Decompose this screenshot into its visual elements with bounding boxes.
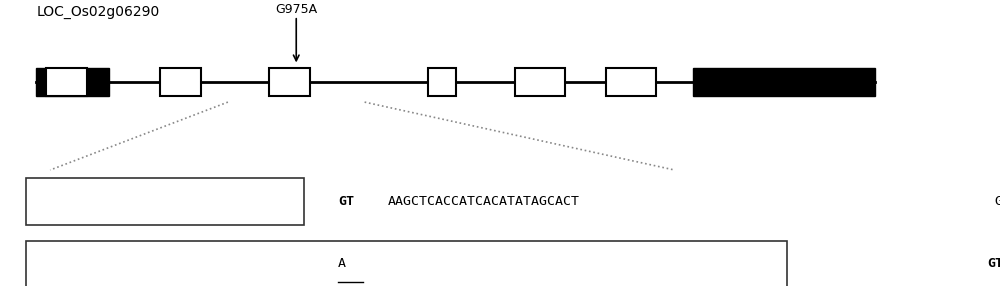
FancyBboxPatch shape [428, 68, 456, 96]
Text: TAAGCTCACCATCACATATAGCACT: TAAGCTCACCATCACATATAGCACT [363, 257, 563, 270]
Text: CACCTGATTGTG: CACCTGATTGTG [38, 257, 134, 270]
Text: CACCTGATTGTG: CACCTGATTGTG [38, 195, 134, 208]
Text: A: A [338, 257, 346, 270]
FancyBboxPatch shape [515, 68, 565, 96]
FancyBboxPatch shape [36, 68, 109, 96]
Text: GT: GT [987, 195, 1000, 208]
FancyBboxPatch shape [26, 178, 304, 225]
Text: LOC_Os02g06290: LOC_Os02g06290 [36, 5, 160, 19]
Text: GT: GT [987, 257, 1000, 270]
FancyBboxPatch shape [26, 241, 787, 286]
Text: G975A: G975A [275, 3, 317, 16]
Text: GT: GT [338, 195, 354, 208]
Text: AAGCTCACCATCACATATAGCACT: AAGCTCACCATCACATATAGCACT [388, 195, 580, 208]
FancyBboxPatch shape [606, 68, 656, 96]
FancyBboxPatch shape [269, 68, 310, 96]
FancyBboxPatch shape [46, 68, 87, 96]
FancyBboxPatch shape [693, 68, 875, 96]
FancyBboxPatch shape [160, 68, 201, 96]
